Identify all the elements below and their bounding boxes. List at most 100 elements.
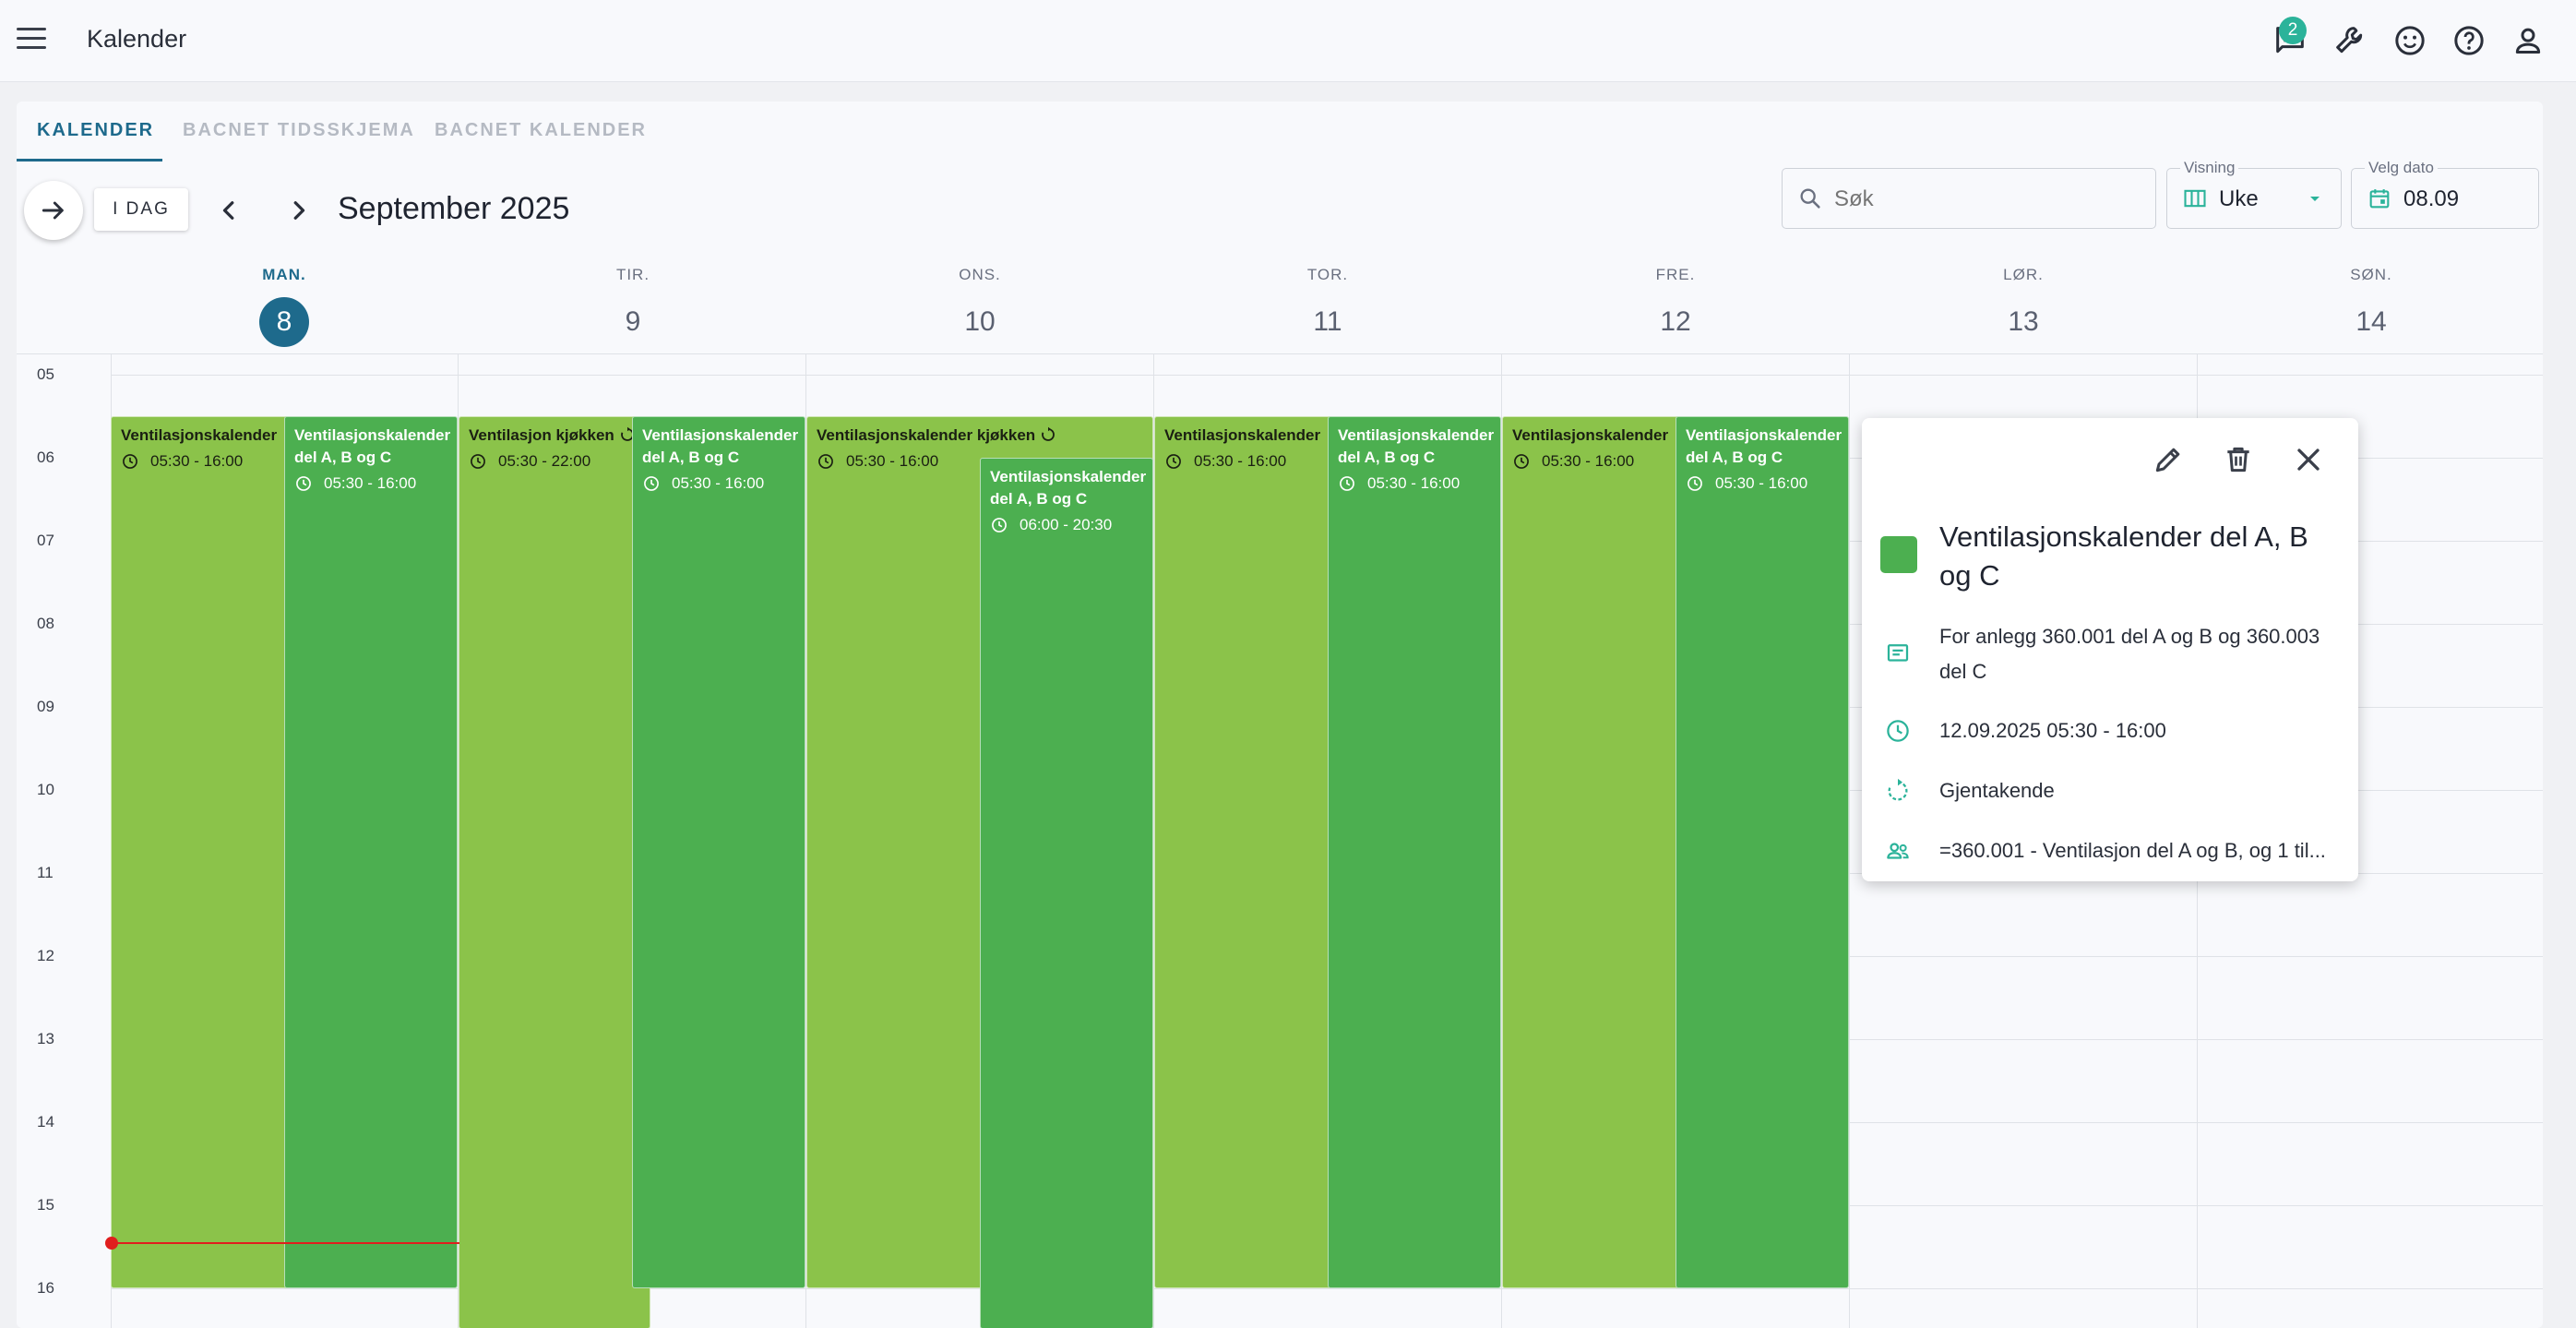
recurring-icon [1888,778,1908,801]
day-column-line [458,354,459,1328]
event-time: 05:30 - 16:00 [846,452,939,470]
calendar-event[interactable]: Ventilasjonskalender 05:30 - 16:00 [111,416,303,1288]
event-title: Ventilasjonskalender kjøkken [817,425,1143,447]
view-select[interactable]: Visning Uke [2166,159,2342,229]
day-number: 12 [1660,306,1691,337]
day-header-sun[interactable]: SØN. 14 [2198,266,2543,347]
week-grid[interactable]: 05 06 07 08 09 10 11 12 13 14 15 16 Vent… [17,353,2543,1328]
hour-label: 15 [37,1196,54,1214]
day-column-line [1501,354,1502,1328]
day-header-fri[interactable]: FRE. 12 [1502,266,1849,347]
event-details-popover: Ventilasjonskalender del A, B og C For a… [1862,418,2358,881]
account-icon[interactable] [2510,22,2546,59]
clock-icon [1340,476,1354,491]
clock-icon [1887,720,1909,742]
day-name: LØR. [2003,266,2044,283]
event-details-title: Ventilasjonskalender del A, B og C [1939,520,2308,592]
current-time-line [111,1242,459,1244]
day-column-line [1849,354,1850,1328]
clock-icon [1514,454,1529,469]
calendar-event[interactable]: Ventilasjonskalender del A, B og C 05:30… [632,416,805,1288]
hour-label: 13 [37,1030,54,1047]
hour-label: 06 [37,449,54,466]
tab-bacnet-kalender[interactable]: BACNET KALENDER [435,120,647,140]
calendar-event[interactable]: Ventilasjonskalender del A, B og C 05:30… [284,416,458,1288]
search-field[interactable] [1782,168,2156,229]
event-time: 05:30 - 16:00 [324,474,417,492]
forward-button[interactable] [24,181,83,240]
day-header-thu[interactable]: TOR. 11 [1154,266,1501,347]
date-picker-label: Velg dato [2365,159,2438,177]
day-header-wed[interactable]: ONS. 10 [806,266,1153,347]
chevron-right-icon [293,201,305,220]
hour-label: 08 [37,615,54,632]
event-datetime: 12.09.2025 05:30 - 16:00 [1939,719,2166,742]
day-number: 10 [964,306,996,337]
calendar-event[interactable]: Ventilasjonskalender del A, B og C 05:30… [1328,416,1501,1288]
calendar-event[interactable]: Ventilasjonskalender 05:30 - 16:00 [1154,416,1346,1288]
event-title: Ventilasjonskalender del A, B og C [990,468,1147,508]
previous-week-button[interactable] [212,194,245,227]
tab-bacnet-tidsskjema[interactable]: BACNET TIDSSKJEMA [183,120,415,140]
menu-icon[interactable] [17,28,46,55]
hour-label: 09 [37,698,54,715]
event-time: 05:30 - 16:00 [150,452,244,470]
calendar-event[interactable]: Ventilasjon kjøkken 05:30 - 22:00 [459,416,650,1328]
close-icon [2297,449,2320,471]
event-time: 05:30 - 16:00 [1367,474,1461,492]
wrench-icon[interactable] [2332,22,2368,59]
tab-kalender[interactable]: KALENDER [37,120,155,140]
clock-icon [1166,454,1181,469]
event-time: 05:30 - 22:00 [498,452,591,470]
event-title: Ventilasjonskalender del A, B og C [294,426,451,466]
event-title: Ventilasjonskalender del A, B og C [1686,426,1843,466]
hour-label: 10 [37,781,54,798]
next-week-button[interactable] [282,194,316,227]
tab-bar: KALENDER BACNET TIDSSKJEMA BACNET KALEND… [17,102,2543,162]
arrow-right-icon [42,201,64,220]
clock-icon [992,518,1007,532]
delete-button[interactable] [2220,441,2257,478]
day-header-sat[interactable]: LØR. 13 [1850,266,2197,347]
day-number: 9 [625,306,641,337]
event-time: 05:30 - 16:00 [672,474,765,492]
event-title: Ventilasjon kjøkken [469,425,640,447]
search-icon [1800,188,1820,209]
day-number: 13 [2008,306,2039,337]
day-column-line [805,354,806,1328]
view-columns-icon [2184,189,2206,208]
date-picker[interactable]: Velg dato 08.09 [2351,159,2539,229]
hour-label: 07 [37,532,54,549]
recurring-icon [1042,426,1055,441]
feedback-smiley-icon[interactable] [2391,22,2428,59]
recurring-icon [620,426,634,441]
event-title: Ventilasjonskalender [1512,426,1669,444]
calendar-event[interactable]: Ventilasjonskalender del A, B og C 06:00… [980,458,1153,1328]
event-time: 05:30 - 16:00 [1542,452,1635,470]
calendar-event[interactable]: Ventilasjonskalender 05:30 - 16:00 [1502,416,1694,1288]
app-title: Kalender [87,25,187,53]
event-title: Ventilasjonskalender del A, B og C [1338,426,1495,466]
day-name: SØN. [2350,266,2392,283]
view-select-value: Uke [2219,186,2259,211]
help-icon[interactable] [2451,22,2487,59]
day-header-tue[interactable]: TIR. 9 [459,266,806,347]
close-button[interactable] [2290,441,2327,478]
search-input[interactable] [1834,186,2111,212]
hour-label: 11 [37,864,54,881]
day-number: 14 [2355,306,2387,337]
day-number: 8 [259,297,309,347]
edit-button[interactable] [2150,441,2187,478]
day-name: TIR. [615,266,650,283]
calendar-event[interactable]: Ventilasjonskalender del A, B og C 05:30… [1676,416,1849,1288]
event-title: Ventilasjonskalender [121,426,278,444]
day-column-line [1153,354,1154,1328]
clock-icon [123,454,137,469]
participants-icon [1887,843,1909,859]
trash-icon [2227,447,2249,473]
event-time: 05:30 - 16:00 [1715,474,1808,492]
today-button[interactable]: I DAG [94,188,188,231]
day-header-mon[interactable]: MAN. 8 [111,266,458,347]
hour-label: 05 [37,365,54,383]
day-number: 11 [1313,306,1342,337]
